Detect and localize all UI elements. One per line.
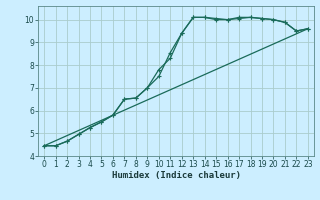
X-axis label: Humidex (Indice chaleur): Humidex (Indice chaleur)	[111, 171, 241, 180]
